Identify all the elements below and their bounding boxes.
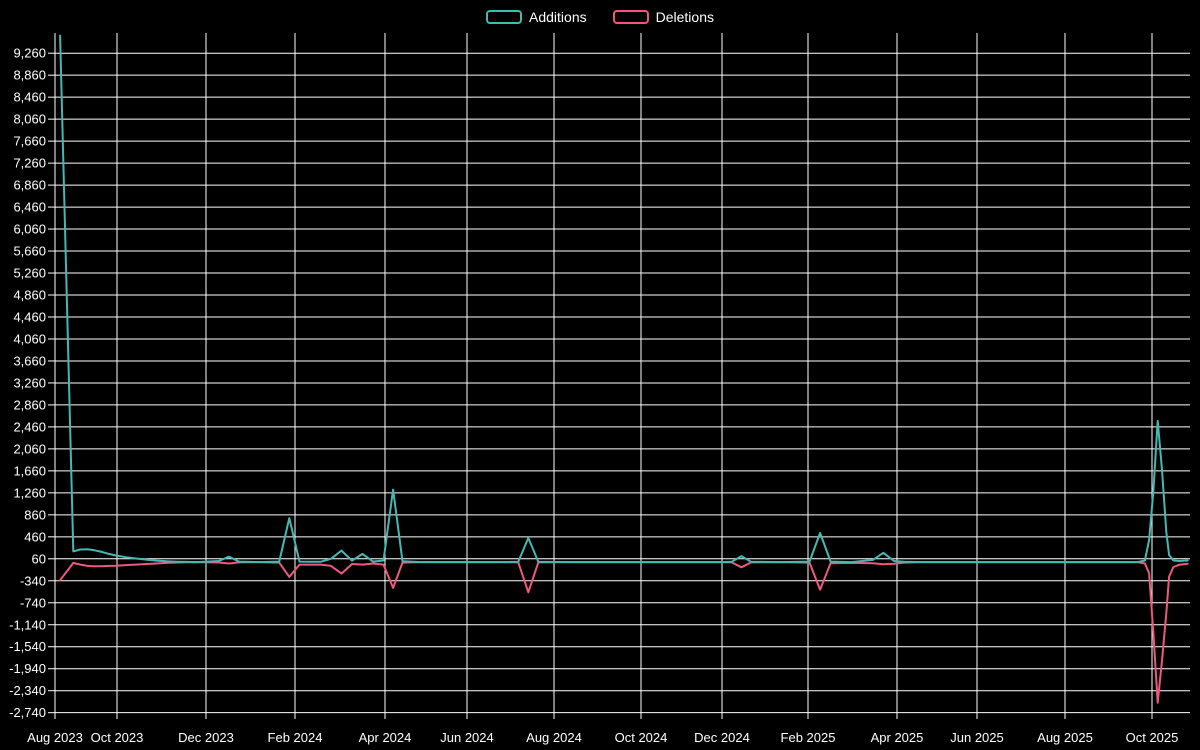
y-axis-label: 1,660 (13, 463, 46, 478)
y-axis-label: -1,940 (9, 661, 46, 676)
x-axis-label: Aug 2024 (526, 730, 582, 745)
x-axis-label: Apr 2024 (359, 730, 412, 745)
deletions-line (59, 561, 1189, 704)
legend-item-deletions[interactable]: Deletions (612, 8, 714, 26)
y-axis-label: 3,660 (13, 353, 46, 368)
y-axis-label: -340 (20, 573, 46, 588)
y-axis-label: 2,060 (13, 441, 46, 456)
legend-label-deletions: Deletions (655, 9, 714, 25)
legend-label-additions: Additions (529, 9, 587, 25)
y-axis-label: -2,340 (9, 683, 46, 698)
y-axis-label: 8,060 (13, 112, 46, 127)
x-axis-label: Aug 2023 (27, 730, 83, 745)
x-axis-label: Jun 2025 (950, 730, 1004, 745)
y-axis-label: 4,460 (13, 309, 46, 324)
y-axis-label: 8,460 (13, 90, 46, 105)
y-axis-label: 6,060 (13, 222, 46, 237)
y-axis-label: 6,460 (13, 200, 46, 215)
chart-legend: Additions Deletions (0, 8, 1200, 26)
y-axis-label: 860 (24, 507, 46, 522)
y-axis-label: 6,860 (13, 178, 46, 193)
y-axis-label: -2,740 (9, 705, 46, 720)
y-axis-label: 9,260 (13, 46, 46, 61)
x-axis-label: Dec 2024 (694, 730, 750, 745)
additions-swatch-icon (486, 10, 523, 24)
x-axis-label: Feb 2024 (268, 730, 323, 745)
y-axis-label: 8,860 (13, 68, 46, 83)
y-axis-label: 3,260 (13, 375, 46, 390)
y-axis-label: 7,260 (13, 156, 46, 171)
x-axis-label: Oct 2024 (615, 730, 668, 745)
x-axis-label: Jun 2024 (440, 730, 494, 745)
y-axis-label: 60 (32, 551, 46, 566)
x-axis-label: Apr 2025 (871, 730, 924, 745)
legend-item-additions[interactable]: Additions (486, 8, 587, 26)
y-axis-label: 4,860 (13, 288, 46, 303)
x-axis-label: Aug 2025 (1037, 730, 1093, 745)
y-axis-label: -1,140 (9, 617, 46, 632)
y-axis-label: 460 (24, 529, 46, 544)
additions-line (59, 34, 1189, 564)
y-axis-label: 2,460 (13, 419, 46, 434)
x-axis-label: Feb 2025 (781, 730, 836, 745)
deletions-swatch-icon (612, 10, 649, 24)
y-axis-label: 1,260 (13, 485, 46, 500)
y-axis-label: 5,260 (13, 266, 46, 281)
x-axis-label: Oct 2023 (91, 730, 144, 745)
x-axis-label: Dec 2023 (178, 730, 234, 745)
y-axis-label: -1,540 (9, 639, 46, 654)
y-axis-label: 2,860 (13, 397, 46, 412)
y-axis-label: -740 (20, 595, 46, 610)
y-axis-label: 7,660 (13, 134, 46, 149)
y-axis-label: 5,660 (13, 244, 46, 259)
y-axis-label: 4,060 (13, 331, 46, 346)
x-axis-label: Oct 2025 (1126, 730, 1179, 745)
